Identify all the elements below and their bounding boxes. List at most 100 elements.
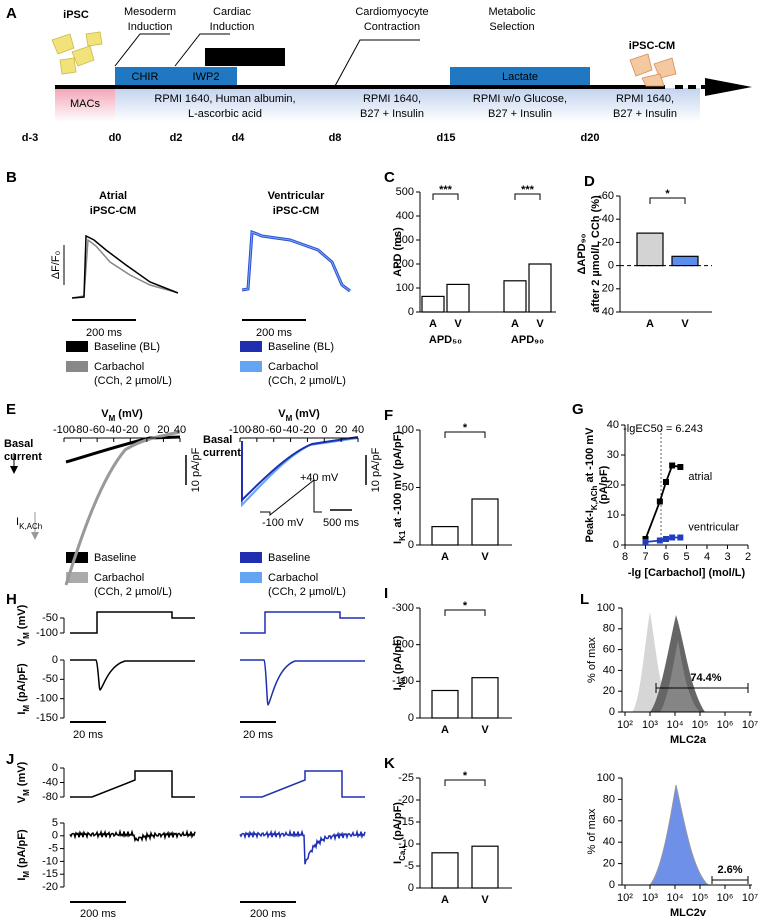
panel-letter: I [384, 585, 388, 602]
x-tick-label: -40 [106, 424, 122, 436]
x-tick-label: V [454, 318, 462, 330]
panel-letter: L [580, 591, 589, 608]
axis-label-part: M [22, 705, 31, 712]
bar [421, 295, 445, 313]
y-tick-label: -40 [598, 213, 614, 225]
calcium-traces [63, 229, 351, 321]
panel-letter: E [6, 401, 16, 418]
annotation: -100 mV [262, 517, 304, 529]
bar [431, 689, 459, 719]
axis-label-part: (mV) [292, 408, 320, 420]
y-tick-label: -150 [36, 712, 58, 724]
x-tick-label: A [441, 724, 449, 736]
y-tick-label: 200 [396, 258, 414, 270]
x-tick-label: 10³ [642, 719, 658, 731]
point [656, 498, 663, 505]
axis-label-part: V [16, 638, 28, 646]
panel-letter: A [6, 5, 17, 22]
stage: Cardiac [213, 6, 251, 18]
axis-label-part: (mV) [16, 761, 28, 789]
y-unit: ΔF/F₀ [50, 251, 62, 279]
x-tick-label: 20 [335, 424, 347, 436]
point [642, 539, 649, 545]
bar [471, 677, 499, 719]
scale-label: 20 ms [73, 729, 103, 741]
panel-letter: C [384, 169, 395, 186]
y-tick-label: -300 [392, 602, 414, 614]
x-tick-label: 10⁶ [717, 719, 734, 731]
y-tick-label: 40 [607, 419, 619, 431]
x-tick-label: -100 [53, 424, 75, 436]
x-tick-label: A [429, 318, 437, 330]
y-tick-label: 0 [408, 539, 414, 551]
x-tick-label: 10³ [642, 892, 658, 904]
legend-entry: Carbachol [94, 361, 144, 373]
y-tick-label: 0 [408, 306, 414, 318]
medium: RPMI 1640, Human albumin, [154, 93, 295, 105]
x-tick-label: 10² [617, 719, 633, 731]
current-traces [10, 430, 367, 586]
y-tick-label: -100 [36, 627, 58, 639]
axis-label-part: I [392, 687, 404, 690]
treatment: ± RA [233, 51, 258, 63]
annotation: -lgEC50 = 6.243 [623, 423, 703, 435]
axis-label-part: Ca,L [398, 843, 407, 860]
x-tick-label: -60 [89, 424, 105, 436]
axis-label-part: I [392, 861, 404, 864]
axis-label-part: Na [398, 677, 407, 688]
x-tick-label: 20 [157, 424, 169, 436]
axis-label-part: I [392, 541, 404, 544]
y-tick-label: -40 [42, 776, 58, 788]
medium: B27 + Insulin [613, 108, 677, 120]
day: d8 [329, 132, 342, 144]
axis-label: -lg [Carbachol] (mol/L) [628, 567, 746, 579]
stage: Induction [128, 21, 173, 33]
x-tick-label: -100 [229, 424, 251, 436]
x-tick-label: 10⁶ [717, 892, 734, 904]
bar [528, 263, 552, 313]
y-tick-label: -20 [598, 236, 614, 248]
x-tick-label: 0 [144, 424, 150, 436]
current-trace [239, 828, 366, 865]
gate-label: 2.6% [717, 864, 742, 876]
y-tick-label: 80 [603, 793, 615, 805]
x-tick-label: 40 [352, 424, 364, 436]
day: d2 [170, 132, 183, 144]
y-tick-label: 100 [396, 424, 414, 436]
axis-label: MLC2v [670, 907, 707, 919]
y-tick-label: 0 [613, 539, 619, 551]
y-tick-label: 50 [402, 481, 414, 493]
x-tick-label: V [536, 318, 544, 330]
y-tick-label: 80 [603, 623, 615, 635]
axis-label-part: at -100 mV (pA/pF) [392, 431, 404, 531]
group-label: APD₉₀ [511, 334, 544, 346]
x-tick-label: -40 [283, 424, 299, 436]
axis-label: % of max [586, 808, 598, 854]
medium: B27 + Insulin [488, 108, 552, 120]
day: d0 [109, 132, 122, 144]
axis-label-part: M [22, 789, 31, 796]
x-tick-label: 10⁵ [692, 892, 709, 904]
axis-label: IM (pA/pF) [16, 829, 31, 881]
panel-letter: G [572, 401, 584, 418]
panel-letter: F [384, 407, 393, 424]
x-tick-label: A [441, 894, 449, 906]
point [656, 537, 663, 544]
x-tick-label: A [646, 318, 654, 330]
annotation-part: I [16, 516, 19, 528]
medium: L-ascorbic acid [188, 108, 262, 120]
axis-label: after 2 µmol/L CCh (%) [590, 195, 602, 313]
x-tick-label: V [681, 318, 689, 330]
y-tick-label: -50 [42, 673, 58, 685]
stage: Induction [210, 21, 255, 33]
x-tick-label: -20 [299, 424, 315, 436]
axis-label-part: (pA/pF) [16, 663, 28, 705]
stage: Cardiomyocyte [355, 6, 428, 18]
axis-label-part: K1 [398, 530, 407, 541]
current-trace [69, 828, 196, 843]
y-tick-label: 20 [603, 685, 615, 697]
axis-label: VM (mV) [16, 761, 31, 803]
annotation: +40 mV [300, 472, 339, 484]
trace-title: Ventricular [268, 190, 326, 202]
legend-swatches [66, 341, 262, 583]
